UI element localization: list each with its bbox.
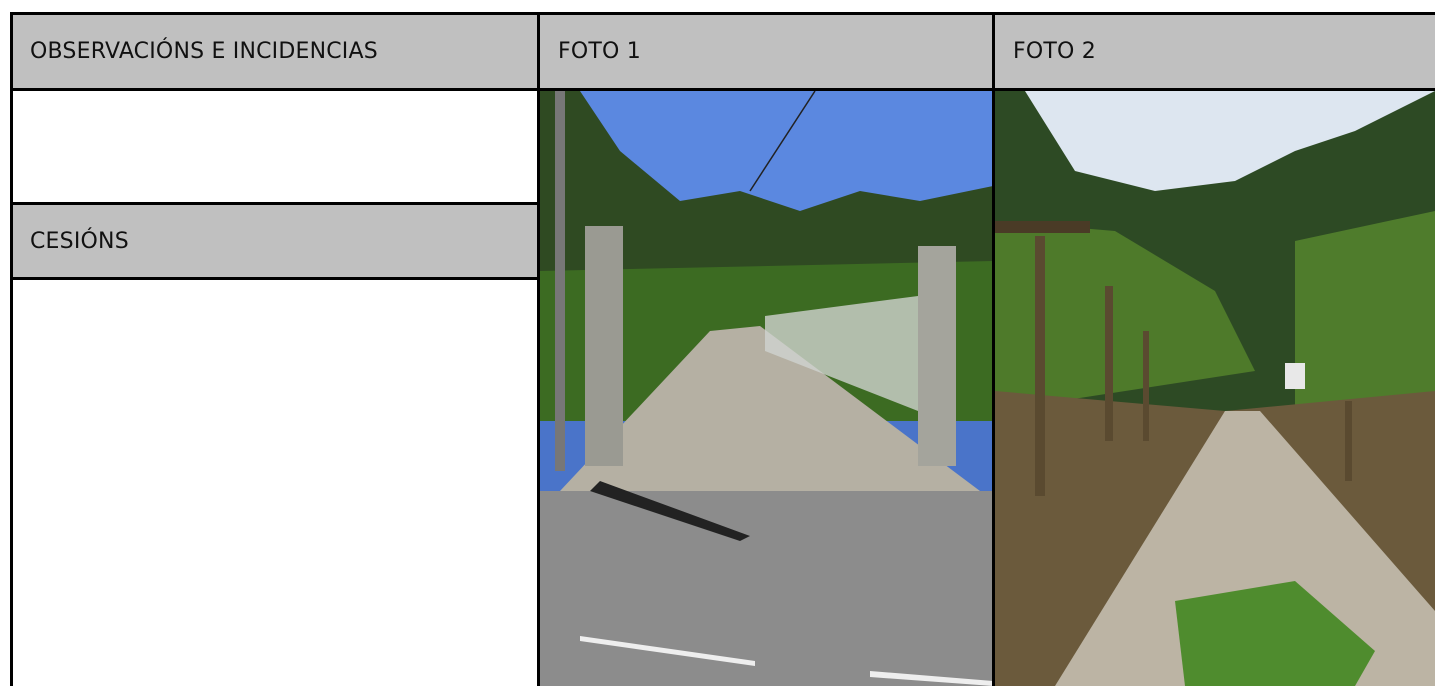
border xyxy=(10,202,538,205)
border xyxy=(537,12,540,686)
header-cell: FOTO 1 xyxy=(540,14,992,89)
header-text: OBSERVACIÓNS E INCIDENCIAS xyxy=(30,39,378,64)
photo-1 xyxy=(540,91,993,686)
section-text: CESIÓNS xyxy=(30,228,129,254)
section-cell: CESIÓNS xyxy=(12,205,537,277)
border xyxy=(10,12,1435,15)
header-cell: OBSERVACIÓNS E INCIDENCIAS xyxy=(12,14,537,89)
header-text: FOTO 1 xyxy=(558,39,641,64)
border xyxy=(10,277,538,280)
border xyxy=(992,12,995,686)
border xyxy=(10,88,1435,91)
header-cell: FOTO 2 xyxy=(995,14,1435,89)
photo-2 xyxy=(995,91,1435,686)
header-text: FOTO 2 xyxy=(1013,39,1096,64)
border xyxy=(10,12,13,686)
